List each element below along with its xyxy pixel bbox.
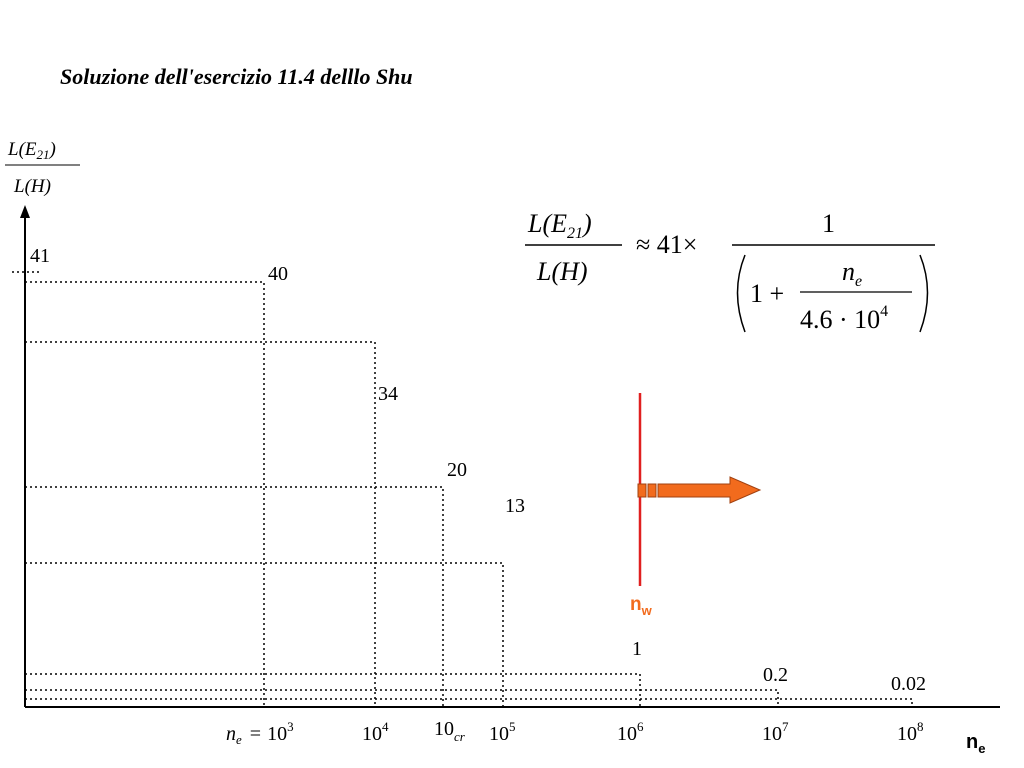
x-tick-label: 107 (762, 719, 789, 745)
text: 4 (880, 303, 888, 320)
level-label: 13 (505, 495, 525, 517)
text: 7 (782, 719, 789, 734)
x-tick-label: 108 (897, 719, 924, 745)
text: 10 (489, 723, 509, 745)
level-label: 0.2 (763, 664, 788, 686)
text: 10 (897, 723, 917, 745)
x-tick-label: ne = 103 (226, 719, 294, 747)
paren (736, 254, 746, 333)
text: 4.6 · 104 (800, 303, 888, 334)
text: n (842, 257, 855, 286)
text: L(E (7, 139, 37, 160)
text: n (630, 594, 642, 615)
text: = (250, 723, 261, 745)
x-axis-label: ne (966, 731, 985, 756)
text: e (236, 732, 242, 747)
text: 4.6 · 10 (800, 305, 880, 334)
text: e (978, 741, 985, 756)
text: 6 (637, 719, 644, 734)
text: L(E (527, 209, 567, 238)
text: 8 (917, 719, 924, 734)
level-label: 34 (378, 383, 398, 405)
text: L(H) (536, 257, 588, 286)
guides (12, 271, 913, 707)
text: 1 + (750, 279, 784, 308)
text: ) (581, 209, 592, 238)
text: e (855, 273, 862, 290)
formula: L(E21) L(H) ≈ 41× 1 1 + ne 4.6 · 104 (525, 209, 935, 334)
x-tick-label: 104 (362, 719, 389, 745)
y-label-den: L(H) (13, 176, 51, 197)
x-tick-label: 105 (489, 719, 516, 745)
level-label: 1 (632, 638, 642, 660)
text: 4 (382, 719, 389, 734)
text: 10 (762, 723, 782, 745)
arrowhead (20, 205, 30, 218)
level-label: 40 (268, 263, 288, 285)
text: cr (454, 729, 466, 744)
text: L(E21) (527, 209, 592, 242)
text: 10 (434, 718, 454, 740)
text: 1 (822, 209, 835, 238)
y-label-num: L(E21) (7, 139, 56, 162)
text: w (641, 603, 653, 618)
paren (919, 254, 929, 333)
text: n (226, 723, 236, 745)
text: ) (49, 139, 56, 160)
text: 3 (287, 719, 294, 734)
text: 21 (37, 147, 50, 162)
text: 10 (617, 723, 637, 745)
level-label: 41 (30, 245, 50, 267)
level-label: 0.02 (891, 673, 926, 695)
text: 10 (362, 723, 382, 745)
level-label: 20 (447, 459, 467, 481)
text: ne (842, 257, 862, 290)
text: ≈ 41× (636, 230, 697, 259)
text: 10 (267, 723, 287, 745)
marker-label: nw (630, 594, 653, 618)
text: 21 (567, 225, 583, 242)
x-tick-label: 10cr (434, 718, 466, 744)
arrow (637, 476, 762, 504)
text: n (966, 731, 978, 753)
text: 5 (509, 719, 516, 734)
x-tick-label: 106 (617, 719, 644, 745)
title: Soluzione dell'esercizio 11.4 delllo Shu (60, 64, 413, 89)
